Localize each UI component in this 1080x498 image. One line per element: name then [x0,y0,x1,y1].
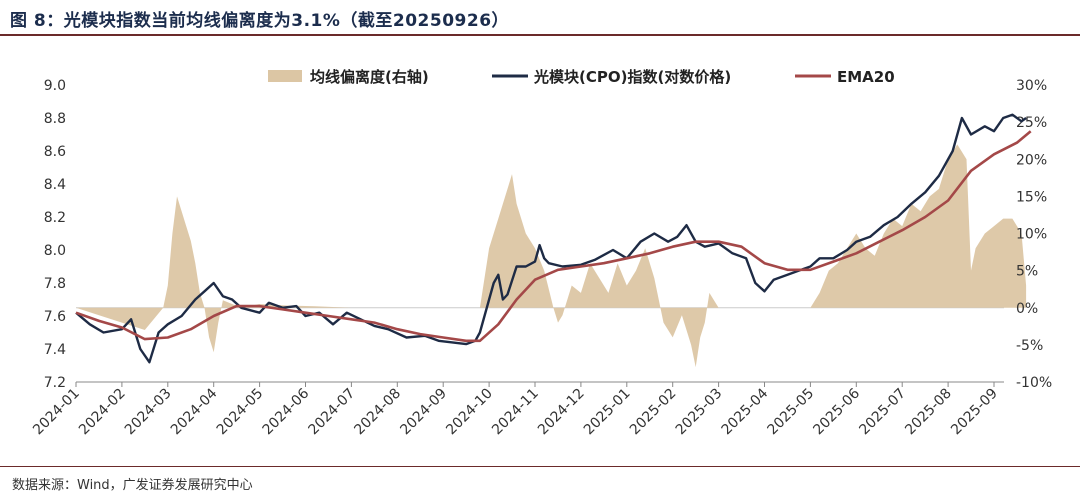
x-tick-label: 2024-11 [489,386,542,439]
y-right-tick-label: 5% [1016,264,1038,280]
y-left-tick-label: 9.0 [44,78,66,94]
x-tick-label: 2024-07 [306,386,359,439]
x-tick-label: 2024-05 [214,386,267,439]
legend-ema-label: EMA20 [837,68,895,86]
source-note: 数据来源：Wind，广发证券发展研究中心 [12,478,253,493]
y-right-tick-label: 15% [1016,189,1047,205]
x-tick-label: 2025-07 [856,386,909,439]
x-tick-label: 2024-12 [535,386,588,439]
x-tick-label: 2025-09 [948,386,1001,439]
y-left-tick-label: 8.8 [44,111,66,127]
y-left-tick-label: 7.4 [44,342,66,358]
footer-divider [0,466,1080,467]
ema20-line [75,130,1032,343]
y-right-tick-label: 25% [1016,115,1047,131]
y-right-tick-label: 0% [1016,301,1038,317]
y-left-tick-label: 7.6 [44,309,66,325]
x-tick-label: 2025-01 [581,386,634,439]
y-left-tick-label: 8.0 [44,243,66,259]
title-divider [0,34,1080,36]
x-tick-label: 2025-02 [627,386,680,439]
x-tick-label: 2025-08 [902,386,955,439]
y-right-tick-label: -10% [1016,375,1052,391]
y-left-tick-label: 8.6 [44,144,66,160]
y-right-tick-label: 20% [1016,152,1047,168]
deviation-area [76,144,1027,368]
x-tick-label: 2025-03 [673,386,726,439]
index-line [75,113,1027,364]
y-left-tick-label: 8.2 [44,210,66,226]
legend-index-label: 光模块(CPO)指数(对数价格) [533,68,731,86]
x-tick-label: 2024-02 [76,386,129,439]
x-tick-label: 2025-06 [810,385,863,438]
x-tick-label: 2024-04 [168,385,221,438]
y-left-tick-label: 7.2 [44,375,66,391]
x-tick-label: 2024-01 [30,386,83,439]
x-tick-label: 2024-09 [397,386,450,439]
chart: 7.2 7.4 7.6 7.8 8.0 8.2 8.4 8.6 8.8 9.0 -10% -5% 0% 5… [30,68,1052,439]
y-left-tick-label: 8.4 [44,177,66,193]
x-tick-label: 2024-10 [443,386,496,439]
x-tick-label: 2025-04 [719,385,772,438]
legend-deviation-swatch [268,70,302,82]
legend-deviation-label: 均线偏离度(右轴) [310,68,429,86]
y-right-tick-label: 30% [1016,78,1047,94]
figure-title: 图 8：光模块指数当前均线偏离度为3.1%（截至20250926） [10,11,510,31]
x-tick-label: 2024-03 [122,386,175,439]
y-right-tick-label: -5% [1016,338,1043,354]
x-tick-label: 2024-08 [351,386,404,439]
x-tick-label: 2025-05 [765,386,818,439]
x-tick-label: 2024-06 [260,385,313,438]
y-right-tick-label: 10% [1016,227,1047,243]
y-left-tick-label: 7.8 [44,276,66,292]
